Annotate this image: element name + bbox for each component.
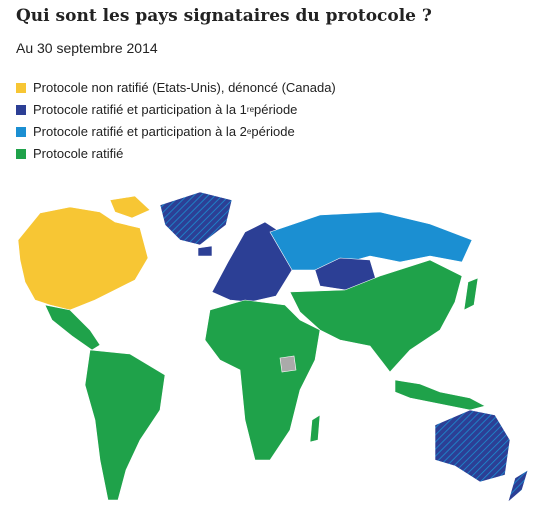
arctic-islands xyxy=(109,195,151,219)
legend-swatch xyxy=(16,105,26,115)
legend-label: Protocole ratifié xyxy=(33,146,124,161)
legend-label: Protocole ratifié et participation à la … xyxy=(33,124,247,139)
legend-label: période xyxy=(251,124,295,139)
legend-label: Protocole non ratifié (Etats-Unis), déno… xyxy=(33,80,336,95)
australia xyxy=(434,409,511,483)
asia xyxy=(289,259,463,373)
madagascar xyxy=(309,414,321,443)
world-map xyxy=(17,191,529,503)
north-america xyxy=(17,206,149,311)
africa xyxy=(204,299,321,461)
japan xyxy=(463,277,479,311)
legend-item: Protocole ratifié et participation à la … xyxy=(16,121,336,143)
legend-superscript: e xyxy=(246,127,252,136)
central-america xyxy=(44,304,101,351)
south-america xyxy=(84,349,166,501)
legend-label: Protocole ratifié et participation à la … xyxy=(33,102,247,117)
subtitle: Au 30 septembre 2014 xyxy=(16,40,158,56)
legend-swatch xyxy=(16,83,26,93)
legend-superscript: re xyxy=(246,105,255,114)
sudan xyxy=(279,355,297,373)
southeast-asia-islands xyxy=(394,379,486,411)
legend: Protocole non ratifié (Etats-Unis), déno… xyxy=(16,77,336,165)
iceland xyxy=(197,245,213,257)
legend-swatch xyxy=(16,127,26,137)
russia xyxy=(269,211,473,271)
legend-swatch xyxy=(16,149,26,159)
legend-label: période xyxy=(254,102,298,117)
new-zealand xyxy=(507,469,529,503)
title: Qui sont les pays signataires du protoco… xyxy=(16,6,432,26)
legend-item: Protocole ratifié xyxy=(16,143,336,165)
greenland xyxy=(159,191,233,246)
legend-item: Protocole non ratifié (Etats-Unis), déno… xyxy=(16,77,336,99)
legend-item: Protocole ratifié et participation à la … xyxy=(16,99,336,121)
